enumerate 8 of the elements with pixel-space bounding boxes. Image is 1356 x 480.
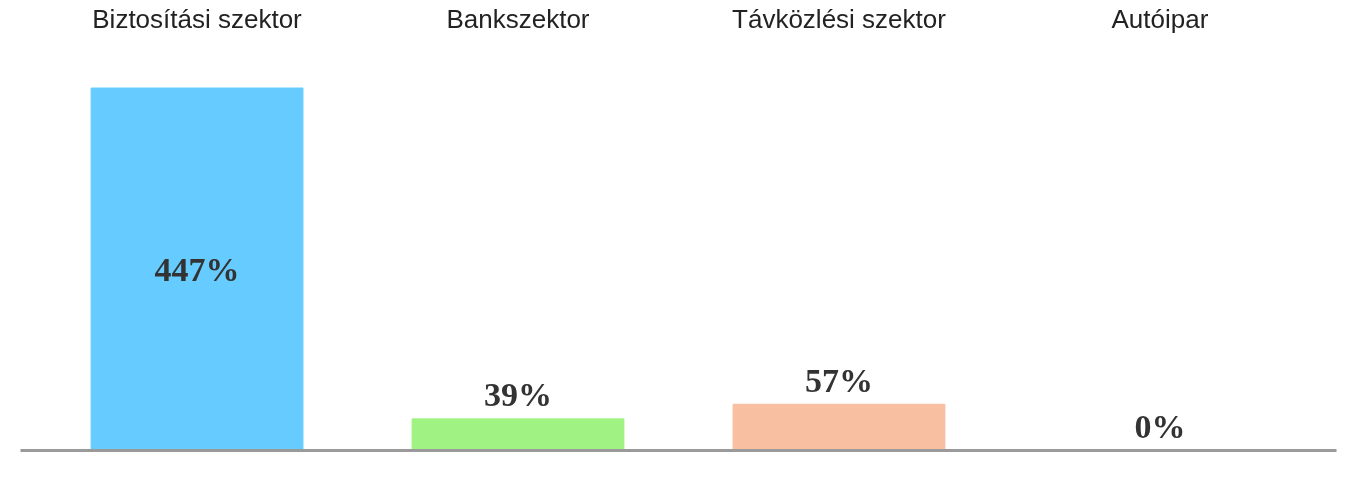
x-tick-label: Bankszektor — [446, 3, 590, 34]
data-label: 57% — [804, 361, 873, 399]
data-label: 39% — [484, 376, 553, 414]
x-tick-label: Biztosítási szektor — [92, 3, 303, 34]
data-label: 447% — [154, 250, 240, 288]
x-tick-label: Autóipar — [1111, 3, 1209, 34]
x-tick-label: Távközlési szektor — [732, 3, 947, 34]
data-label: 0% — [1134, 408, 1186, 446]
